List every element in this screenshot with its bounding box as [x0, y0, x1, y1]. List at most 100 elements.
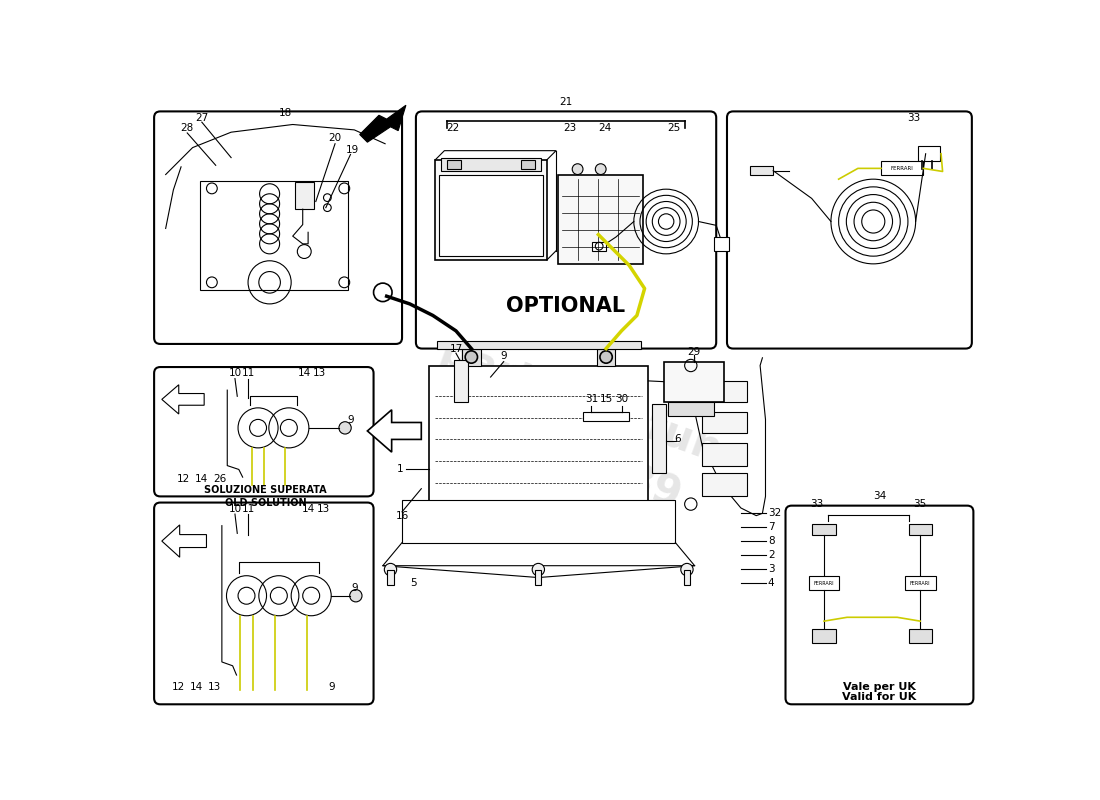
Bar	[703, 442, 747, 466]
Text: 13: 13	[317, 504, 330, 514]
Bar	[429, 366, 649, 504]
FancyBboxPatch shape	[154, 367, 374, 496]
Polygon shape	[162, 385, 205, 414]
Text: 17: 17	[449, 343, 463, 354]
Text: Vale per UK: Vale per UK	[843, 682, 916, 692]
Circle shape	[350, 590, 362, 602]
FancyBboxPatch shape	[416, 111, 716, 349]
Bar	[750, 166, 773, 175]
Bar	[909, 524, 932, 535]
Bar	[200, 181, 348, 290]
Text: OPTIONAL: OPTIONAL	[506, 296, 626, 316]
Bar	[295, 182, 315, 209]
Text: 9: 9	[351, 583, 358, 593]
Text: 14: 14	[301, 504, 315, 514]
Text: 20: 20	[329, 134, 342, 143]
Text: 2: 2	[768, 550, 774, 560]
FancyBboxPatch shape	[785, 506, 974, 704]
Bar	[437, 341, 640, 349]
Text: 32: 32	[768, 508, 781, 518]
Text: 34: 34	[872, 491, 887, 502]
Text: 7: 7	[768, 522, 774, 532]
Bar	[917, 146, 939, 162]
Polygon shape	[367, 410, 421, 452]
Text: parts for fun
since 1989: parts for fun since 1989	[416, 330, 727, 523]
Text: 13: 13	[208, 682, 221, 692]
Bar	[703, 474, 747, 496]
Bar	[559, 175, 643, 264]
Text: 10: 10	[229, 368, 242, 378]
Text: 21: 21	[560, 97, 573, 107]
Text: 6: 6	[674, 434, 681, 444]
Text: 8: 8	[768, 536, 774, 546]
Bar	[808, 577, 839, 590]
Bar	[462, 349, 481, 366]
Text: 19: 19	[346, 145, 360, 155]
Circle shape	[681, 563, 693, 576]
Polygon shape	[360, 106, 406, 142]
Bar	[905, 577, 936, 590]
Circle shape	[600, 351, 613, 363]
Bar	[881, 162, 923, 175]
Circle shape	[465, 351, 477, 363]
Text: 10: 10	[229, 504, 242, 514]
Text: 29: 29	[688, 346, 701, 357]
Circle shape	[595, 164, 606, 174]
Circle shape	[339, 422, 351, 434]
Bar	[441, 158, 541, 171]
Circle shape	[384, 563, 397, 576]
Bar	[439, 175, 543, 256]
Text: 26: 26	[213, 474, 227, 485]
Text: 5: 5	[410, 578, 417, 588]
Text: 27: 27	[195, 113, 209, 122]
Text: 12: 12	[177, 474, 190, 485]
Text: 31: 31	[585, 394, 598, 404]
Bar	[387, 570, 394, 585]
FancyBboxPatch shape	[154, 502, 374, 704]
Bar	[453, 360, 468, 402]
FancyBboxPatch shape	[727, 111, 972, 349]
Text: 1: 1	[397, 465, 404, 474]
Text: 15: 15	[600, 394, 613, 404]
Text: 33: 33	[908, 113, 921, 122]
Bar	[403, 500, 675, 542]
Bar	[447, 160, 461, 169]
Text: 35: 35	[914, 499, 927, 509]
Polygon shape	[162, 525, 207, 558]
Text: 4: 4	[768, 578, 774, 588]
Text: 14: 14	[195, 474, 209, 485]
FancyBboxPatch shape	[154, 111, 403, 344]
Text: Valid for UK: Valid for UK	[843, 692, 916, 702]
Bar	[652, 404, 667, 474]
Text: 13: 13	[314, 368, 327, 378]
Text: 24: 24	[598, 123, 612, 134]
Text: OLD SOLUTION: OLD SOLUTION	[224, 498, 307, 507]
Bar	[536, 570, 541, 585]
Bar	[813, 629, 836, 642]
Bar	[813, 524, 836, 535]
Text: 25: 25	[668, 123, 681, 134]
Text: 33: 33	[810, 499, 823, 509]
Text: 12: 12	[172, 682, 186, 692]
Text: 16: 16	[395, 510, 409, 521]
Text: FERRARI: FERRARI	[910, 581, 931, 586]
Text: 9: 9	[500, 351, 507, 362]
Text: FERRARI: FERRARI	[814, 581, 834, 586]
Text: 14: 14	[190, 682, 204, 692]
Bar	[664, 362, 724, 402]
Text: SOLUZIONE SUPERATA: SOLUZIONE SUPERATA	[205, 486, 327, 495]
Text: 22: 22	[447, 123, 460, 134]
Circle shape	[532, 563, 544, 576]
Bar	[909, 629, 932, 642]
Bar	[597, 349, 615, 366]
Text: 11: 11	[241, 504, 255, 514]
Text: FERRARI: FERRARI	[890, 166, 913, 171]
Text: 9: 9	[328, 682, 334, 692]
Text: 23: 23	[563, 123, 576, 134]
Text: 9: 9	[348, 415, 354, 425]
Bar	[592, 242, 606, 250]
Text: 18: 18	[278, 108, 292, 118]
Bar	[714, 237, 729, 250]
Text: 28: 28	[179, 123, 194, 134]
Bar	[668, 402, 714, 415]
